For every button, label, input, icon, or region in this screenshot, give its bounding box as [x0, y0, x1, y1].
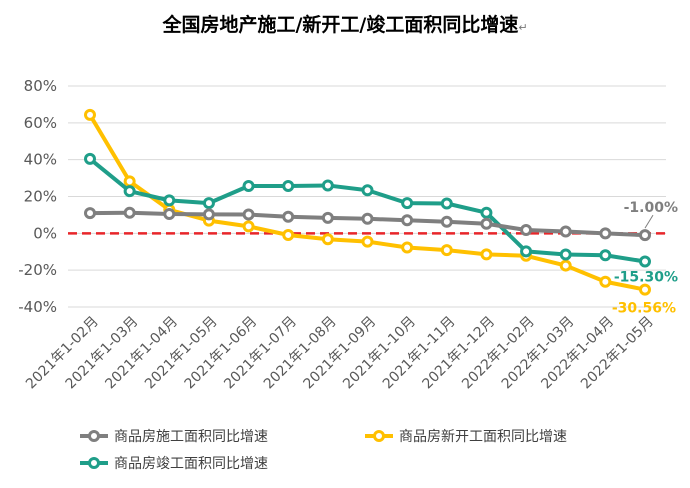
- data-point: [361, 184, 374, 197]
- legend-item: 商品房新开工面积同比增速: [365, 429, 567, 445]
- leader-line: [644, 214, 654, 229]
- data-point: [242, 220, 255, 233]
- data-point: [163, 207, 176, 220]
- data-point: [123, 185, 136, 198]
- y-tick-label: 20%: [24, 188, 57, 206]
- data-point: [599, 227, 612, 240]
- end-label: -15.30%: [614, 270, 678, 286]
- y-tick-label: 60%: [24, 114, 57, 132]
- x-tick-label: 2022年1-05月: [578, 314, 657, 393]
- data-point: [401, 197, 414, 210]
- chart-title-text: 全国房地产施工/新开工/竣工面积同比增速: [161, 13, 518, 36]
- data-point: [639, 255, 651, 268]
- data-point: [559, 259, 572, 272]
- x-axis: 2021年1-02月2021年1-03月2021年1-04月2021年1-05月…: [23, 314, 657, 393]
- data-point: [361, 212, 374, 225]
- y-tick-label: 40%: [24, 151, 57, 169]
- data-point: [321, 179, 334, 192]
- data-point: [84, 152, 96, 165]
- data-point: [321, 211, 334, 224]
- data-point: [84, 108, 96, 121]
- data-point: [559, 248, 572, 261]
- legend-label: 商品房施工面积同比增速: [114, 429, 268, 445]
- legend-label: 商品房新开工面积同比增速: [399, 429, 567, 445]
- data-point: [440, 197, 453, 210]
- data-point: [123, 175, 136, 188]
- data-point: [520, 224, 533, 237]
- data-point: [480, 217, 493, 230]
- data-point: [282, 228, 295, 241]
- data-point: [440, 244, 453, 257]
- data-point: [202, 208, 215, 221]
- data-point: [599, 275, 612, 288]
- end-labels: -1.00% -15.30% -30.56%: [612, 200, 678, 316]
- y-tick-label: -20%: [18, 261, 57, 279]
- y-tick-label: -40%: [18, 298, 57, 316]
- data-point: [242, 180, 255, 193]
- legend-swatch-marker: [373, 430, 385, 442]
- data-point: [282, 210, 295, 223]
- data-point: [599, 249, 612, 262]
- legend-label: 商品房竣工面积同比增速: [114, 456, 268, 472]
- data-point: [440, 215, 453, 228]
- series-1: [84, 206, 651, 242]
- y-tick-label: 80%: [24, 77, 57, 95]
- data-point: [163, 194, 176, 207]
- end-label: -30.56%: [612, 301, 676, 317]
- legend-item: 商品房竣工面积同比增速: [80, 456, 268, 472]
- data-point: [123, 206, 136, 219]
- y-tick-label: 0%: [33, 224, 57, 242]
- legend-item: 商品房施工面积同比增速: [80, 429, 268, 445]
- data-point: [480, 206, 493, 219]
- data-point: [282, 180, 295, 193]
- title-return-mark: ↵: [518, 21, 527, 34]
- data-point: [639, 283, 651, 296]
- data-point: [242, 208, 255, 221]
- series-group: [84, 108, 651, 296]
- legend-swatch-marker: [88, 457, 100, 469]
- data-point: [361, 235, 374, 248]
- data-point: [202, 197, 215, 210]
- series-3: [84, 152, 651, 268]
- data-point: [321, 233, 334, 246]
- data-point: [84, 207, 96, 220]
- data-point: [639, 229, 651, 242]
- y-axis: -40% -20% 0% 20% 40% 60% 80%: [18, 77, 57, 316]
- data-point: [401, 241, 414, 254]
- data-point: [559, 225, 572, 238]
- data-point: [401, 214, 414, 227]
- data-point: [480, 248, 493, 261]
- data-point: [520, 245, 533, 258]
- legend-swatch-marker: [88, 430, 100, 442]
- end-label: -1.00%: [624, 200, 678, 216]
- chart-title: 全国房地产施工/新开工/竣工面积同比增速↵: [161, 13, 527, 36]
